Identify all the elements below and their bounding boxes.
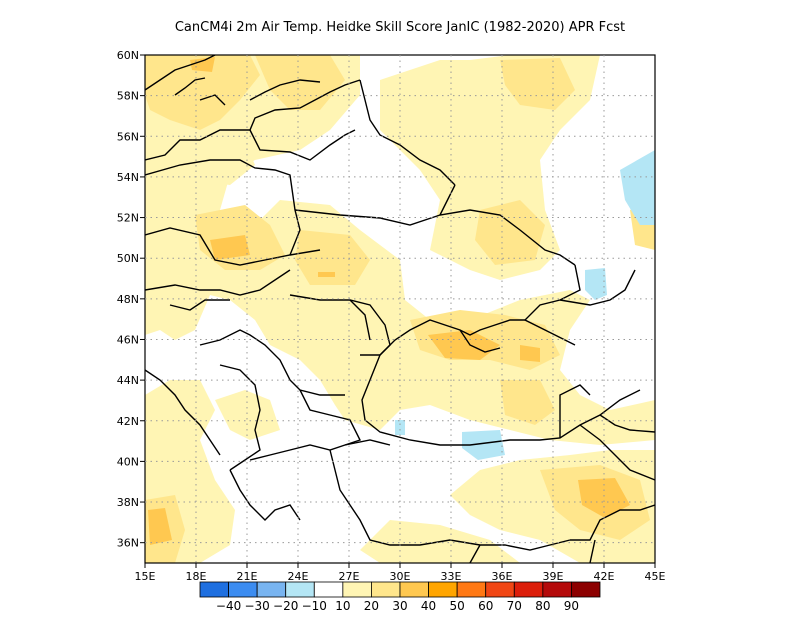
lat-tick-label: 56N (117, 130, 139, 143)
colorbar-label: 30 (392, 599, 407, 613)
colorbar-label: −10 (302, 599, 327, 613)
colorbar-swatch (513, 581, 544, 598)
colorbar-label: 90 (564, 599, 579, 613)
colorbar-label: 20 (364, 599, 379, 613)
lon-tick-label: 33E (441, 570, 462, 583)
colorbar-label: 50 (450, 599, 465, 613)
chart-title: CanCM4i 2m Air Temp. Heidke Skill Score … (174, 20, 626, 35)
lat-tick-label: 40N (117, 455, 139, 468)
lat-tick-label: 52N (117, 212, 139, 225)
lon-tick-label: 45E (645, 570, 666, 583)
colorbar-swatch (199, 581, 229, 598)
lat-tick-label: 60N (117, 49, 139, 62)
colorbar-swatch (342, 581, 372, 598)
colorbar-label: −20 (273, 599, 298, 613)
lon-tick-label: 21E (237, 570, 258, 583)
colorbar-label: −30 (244, 599, 269, 613)
skill-negative-region (395, 150, 655, 460)
lon-tick-label: 18E (186, 570, 207, 583)
colorbar-label: 10 (335, 599, 350, 613)
colorbar-swatch (485, 581, 515, 598)
lat-tick-label: 58N (117, 90, 139, 103)
colorbar-swatch (313, 581, 344, 598)
lon-tick-label: 39E (543, 570, 564, 583)
lon-tick-label: 30E (390, 570, 411, 583)
lon-tick-label: 27E (339, 570, 360, 583)
colorbar: −40 −30 −20 −10 10 20 30 40 50 60 70 80 90 (199, 581, 601, 613)
colorbar-swatch (228, 581, 258, 598)
lat-tick-label: 42N (117, 415, 139, 428)
colorbar-label: 70 (507, 599, 522, 613)
coastlines-borders (145, 55, 655, 563)
lon-tick-label: 15E (135, 570, 156, 583)
latitude-ticks: 36N 38N 40N 42N 44N 46N 48N 50N 52N 54N 56N 58N 60N (117, 49, 145, 550)
lat-tick-label: 36N (117, 537, 139, 550)
colorbar-swatch (256, 581, 287, 598)
lon-tick-label: 36E (492, 570, 513, 583)
skill-30-40-region (148, 57, 630, 545)
longitude-ticks: 15E 18E 21E 24E 27E 30E 33E 36E 39E 42E 45E (135, 563, 666, 583)
lat-tick-label: 48N (117, 293, 139, 306)
lat-tick-label: 54N (117, 171, 139, 184)
colorbar-swatch (399, 581, 429, 598)
lat-tick-label: 50N (117, 252, 139, 265)
colorbar-swatch (371, 581, 401, 598)
colorbar-swatch (542, 581, 572, 598)
colorbar-swatch (456, 581, 487, 598)
lat-tick-label: 44N (117, 374, 139, 387)
colorbar-swatch (428, 581, 458, 598)
colorbar-swatch (571, 581, 601, 598)
colorbar-label: −40 (216, 599, 241, 613)
colorbar-swatch (285, 581, 315, 598)
colorbar-label: 80 (535, 599, 550, 613)
lon-tick-label: 42E (594, 570, 615, 583)
gridlines (145, 55, 655, 563)
colorbar-label: 40 (421, 599, 436, 613)
colorbar-label: 60 (478, 599, 493, 613)
lat-tick-label: 38N (117, 496, 139, 509)
lon-tick-label: 24E (288, 570, 309, 583)
lat-tick-label: 46N (117, 333, 139, 346)
